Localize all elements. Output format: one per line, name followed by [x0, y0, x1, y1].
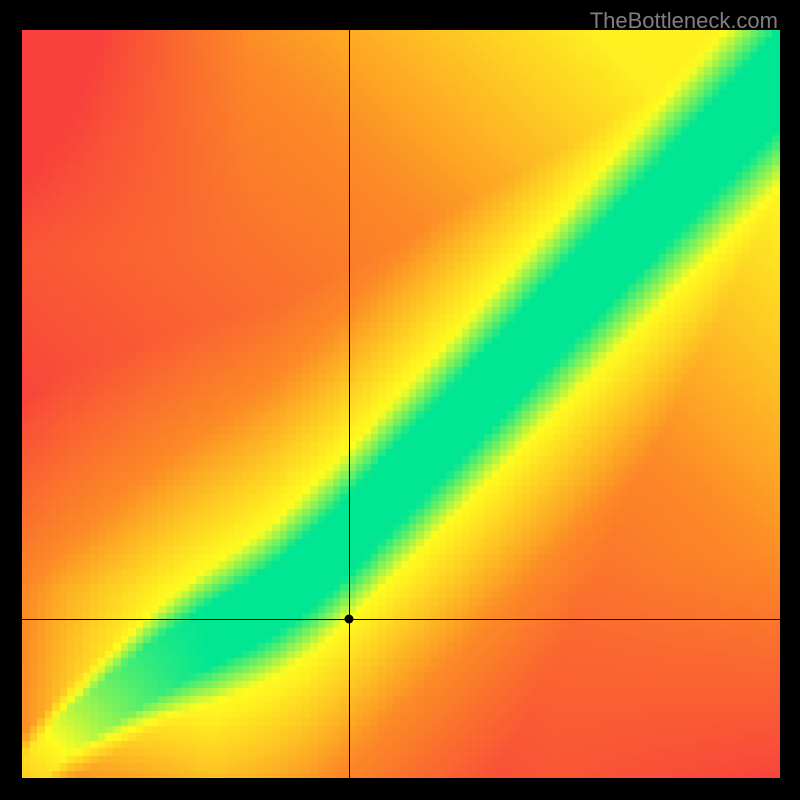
- crosshair-horizontal: [22, 619, 780, 620]
- heatmap-canvas: [22, 30, 780, 778]
- crosshair-vertical: [349, 30, 350, 778]
- marker-dot: [345, 615, 354, 624]
- watermark-text: TheBottleneck.com: [590, 8, 778, 34]
- chart-container: TheBottleneck.com: [0, 0, 800, 800]
- heatmap-plot: [22, 30, 780, 778]
